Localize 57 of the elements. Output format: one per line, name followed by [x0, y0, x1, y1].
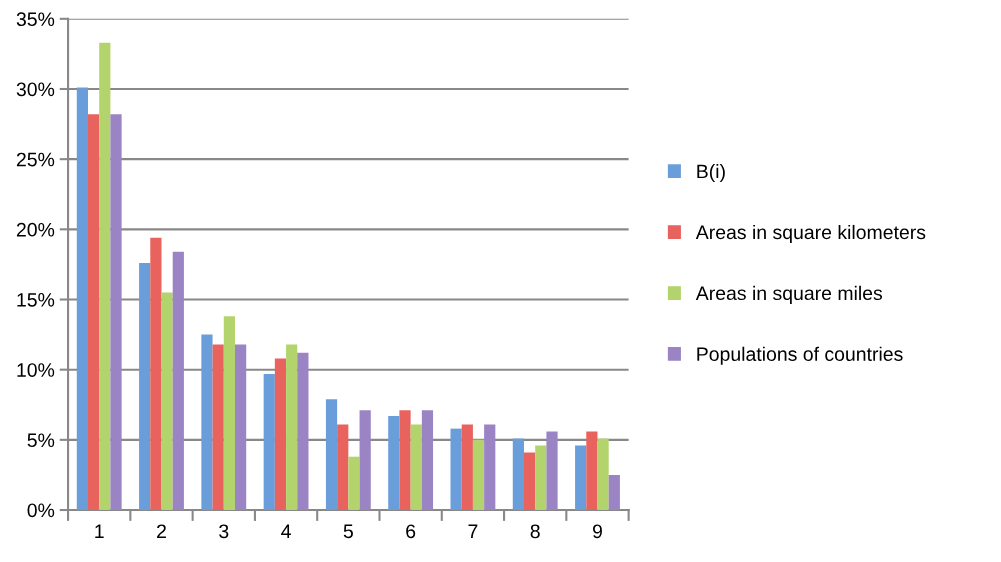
- bar: [484, 424, 496, 511]
- x-tick-label: 8: [530, 524, 540, 539]
- bar: [172, 251, 184, 511]
- y-tick-label: 20%: [16, 222, 55, 237]
- bar: [297, 352, 309, 511]
- bar: [263, 373, 275, 511]
- y-tick-label: 25%: [16, 152, 55, 167]
- y-tick-label: 30%: [16, 82, 55, 97]
- bar: [608, 474, 620, 511]
- bar: [359, 410, 371, 511]
- y-tick-label: 5%: [27, 433, 55, 448]
- bar: [410, 424, 422, 511]
- bar: [348, 456, 360, 511]
- bar: [337, 424, 349, 511]
- x-tick-label: 2: [157, 524, 166, 538]
- bar: [223, 316, 235, 511]
- y-tick-label: 35%: [16, 12, 55, 27]
- bar: [161, 292, 173, 511]
- bar: [139, 263, 151, 511]
- bar: [461, 424, 473, 511]
- bar: [76, 87, 88, 511]
- y-tick-label: 10%: [17, 363, 55, 377]
- bar: [472, 439, 485, 511]
- bar: [274, 358, 287, 511]
- bar: [399, 410, 411, 511]
- bar: [535, 445, 547, 511]
- bar: [450, 428, 462, 511]
- y-tick-label: 0%: [27, 503, 55, 518]
- x-tick-label: 1: [95, 524, 104, 538]
- x-tick-label: 3: [219, 524, 229, 539]
- bar: [286, 344, 298, 511]
- bar: [201, 334, 213, 511]
- x-tick-label: 6: [406, 524, 416, 539]
- y-tick-label: 15%: [17, 293, 55, 307]
- bar: [99, 42, 111, 511]
- x-tick-label: 9: [592, 524, 602, 539]
- bar: [234, 344, 247, 511]
- bar: [388, 415, 400, 511]
- x-tick-label: 7: [468, 524, 478, 538]
- bar: [325, 399, 338, 511]
- legend-label: B(i): [697, 164, 725, 183]
- legend-label: Areas in square kilometers: [695, 224, 926, 244]
- bar: [523, 452, 536, 511]
- x-tick-label: 5: [343, 524, 353, 539]
- bar: [586, 431, 598, 511]
- x-tick-label: 4: [281, 524, 291, 538]
- bar: [575, 445, 587, 511]
- bar: [421, 410, 434, 511]
- bar: [212, 344, 224, 511]
- bar: [150, 237, 162, 511]
- bar: [110, 114, 122, 511]
- bar: [88, 114, 100, 511]
- bar: [546, 431, 558, 511]
- bar: [597, 438, 609, 511]
- legend-label: Populations of countries: [697, 346, 903, 365]
- legend-label: Areas in square miles: [695, 285, 883, 304]
- bar: [512, 438, 524, 511]
